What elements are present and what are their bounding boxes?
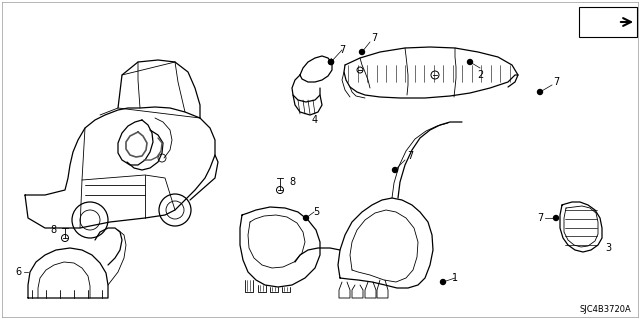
Circle shape [538,90,543,94]
Text: 3: 3 [605,243,611,253]
Text: 7: 7 [339,45,345,55]
Circle shape [360,49,365,55]
Text: 2: 2 [477,70,483,80]
Text: 1: 1 [452,273,458,283]
Text: 8: 8 [50,225,56,235]
Circle shape [467,60,472,64]
Text: 7: 7 [553,77,559,87]
Text: 4: 4 [312,115,318,125]
Text: SJC4B3720A: SJC4B3720A [580,306,632,315]
Text: FR.: FR. [584,16,607,28]
Text: 7: 7 [371,33,377,43]
Circle shape [392,167,397,173]
Text: 8: 8 [289,177,295,187]
Circle shape [303,216,308,220]
Text: 5: 5 [313,207,319,217]
Text: 6: 6 [15,267,21,277]
Circle shape [440,279,445,285]
Circle shape [328,60,333,64]
Text: 7: 7 [407,151,413,161]
FancyBboxPatch shape [579,7,637,37]
Text: 7: 7 [537,213,543,223]
Circle shape [554,216,559,220]
Circle shape [328,60,333,64]
